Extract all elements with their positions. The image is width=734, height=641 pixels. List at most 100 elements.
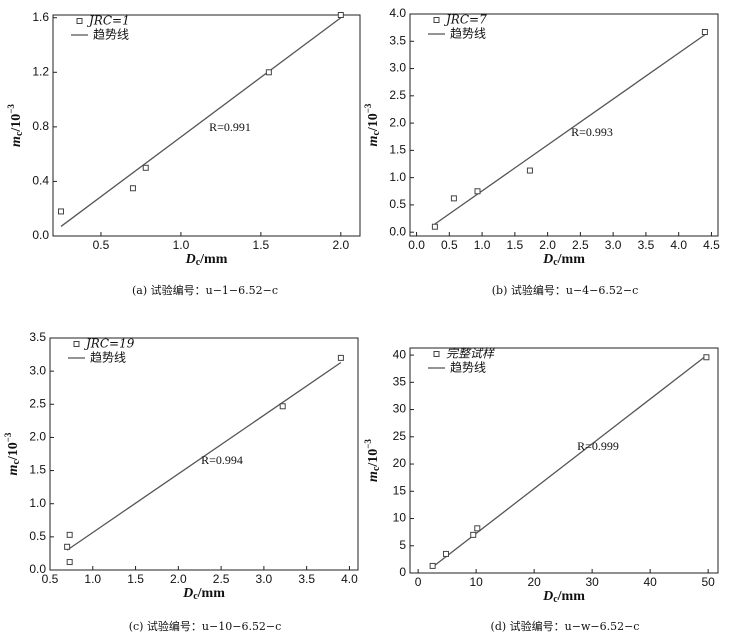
y-tick-label: 1.5	[389, 143, 406, 157]
trend-line	[66, 361, 342, 551]
y-label-symbol: m	[9, 136, 24, 147]
x-tick-label: 4.5	[703, 238, 720, 252]
x-tick-label: 1.0	[474, 238, 491, 252]
y-tick-label: 20	[393, 456, 407, 470]
y-label-sup: −3	[363, 103, 373, 113]
data-point	[57, 208, 64, 215]
x-tick-label: 0.5	[42, 572, 59, 586]
annotation: R=0.991	[209, 120, 251, 134]
y-tick-label: 2.5	[389, 88, 406, 102]
x-tick-label: 3.5	[638, 238, 655, 252]
plot-frame	[52, 14, 361, 237]
y-tick-label: 25	[393, 429, 407, 443]
legend-marker	[73, 341, 80, 347]
y-label-sup: −3	[3, 432, 13, 442]
y-tick-label: 1.2	[32, 64, 49, 78]
caption: (d) 试验编号：u−w−6.52−c	[491, 619, 640, 633]
x-tick-label: 30	[585, 575, 599, 589]
x-label-symbol: D	[185, 252, 196, 267]
x-tick-label: 2.0	[332, 238, 349, 252]
data-point	[429, 562, 436, 569]
y-axis-label: mc/10−3	[363, 439, 382, 482]
x-axis-label: Dc/mm	[542, 589, 585, 605]
x-axis-label: Dc/mm	[182, 586, 225, 602]
x-tick-label: 1.0	[173, 238, 190, 252]
y-tick-label: 2.0	[29, 430, 46, 444]
x-axis-label: Dc/mm	[542, 252, 585, 268]
y-tick-label: 35	[393, 374, 407, 388]
x-tick-label: 1.5	[253, 238, 270, 252]
x-tick-label: 2.0	[539, 238, 556, 252]
x-tick-label: 0.5	[93, 238, 110, 252]
legend-label: JRC=19	[83, 337, 135, 351]
data-point	[279, 403, 286, 410]
x-tick-label: 1.0	[84, 572, 101, 586]
x-label-sub: c	[196, 257, 201, 268]
trend-line	[60, 17, 342, 227]
trend-line	[432, 355, 707, 568]
x-label-symbol: D	[182, 586, 193, 601]
x-label-sub: c	[553, 594, 558, 605]
y-tick-label: 0.5	[29, 529, 46, 543]
caption: (b) 试验编号：u−4−6.52−c	[492, 283, 639, 297]
legend-label: 趋势线	[90, 351, 126, 365]
data-point	[337, 354, 344, 361]
x-axis-label: Dc/mm	[185, 252, 228, 268]
y-tick-label: 40	[393, 347, 407, 361]
legend-label: JRC=7	[443, 13, 487, 27]
y-tick-label: 1.0	[389, 170, 406, 184]
y-tick-label: 1.6	[32, 10, 49, 24]
y-label-sub: c	[11, 460, 22, 465]
y-tick-label: 0.0	[29, 562, 46, 576]
y-tick-label: 0.5	[389, 197, 406, 211]
y-tick-label: 3.0	[29, 363, 46, 377]
plot-frame	[409, 347, 719, 574]
y-tick-label: 2.0	[389, 115, 406, 129]
data-point	[142, 164, 149, 171]
data-point	[337, 12, 344, 18]
x-tick-label: 4.0	[341, 572, 358, 586]
y-tick-label: 15	[393, 483, 407, 497]
y-tick-label: 10	[393, 511, 407, 525]
legend-label: 趋势线	[450, 361, 486, 375]
x-tick-label: 0.5	[441, 238, 458, 252]
x-tick-label: 3.0	[256, 572, 273, 586]
data-point	[703, 354, 710, 361]
legend-label: 趋势线	[93, 28, 129, 42]
y-tick-label: 30	[393, 402, 407, 416]
y-tick-label: 0	[399, 565, 406, 579]
x-tick-label: 10	[469, 575, 483, 589]
legend-marker	[433, 351, 440, 357]
legend-label: JRC=1	[86, 14, 130, 28]
data-point	[474, 525, 481, 532]
y-tick-label: 3.5	[29, 330, 46, 344]
legend-marker	[76, 18, 83, 24]
x-tick-label: 0.0	[408, 238, 425, 252]
y-label-sub: c	[371, 466, 382, 471]
legend-marker	[433, 17, 440, 23]
y-tick-label: 1.5	[29, 463, 46, 477]
y-tick-label: 5	[399, 538, 406, 552]
x-tick-label: 2.5	[213, 572, 230, 586]
data-point	[450, 195, 457, 202]
data-point	[66, 531, 73, 538]
y-label-unit: /10	[9, 114, 24, 133]
data-point	[526, 167, 533, 174]
annotation: R=0.999	[577, 439, 619, 453]
data-point	[66, 559, 73, 566]
legend-label: 完整试样	[446, 347, 496, 361]
y-tick-label: 2.5	[29, 396, 46, 410]
y-tick-label: 0.0	[32, 228, 49, 242]
x-tick-label: 2.5	[572, 238, 589, 252]
data-point	[701, 29, 708, 35]
x-tick-label: 0	[415, 575, 422, 589]
x-label-unit: /mm	[199, 252, 228, 267]
x-tick-label: 4.0	[670, 238, 687, 252]
x-tick-label: 2.0	[170, 572, 187, 586]
y-label-sub: c	[371, 131, 382, 136]
x-tick-label: 3.5	[298, 572, 315, 586]
x-tick-label: 3.0	[605, 238, 622, 252]
caption: (a) 试验编号：u−1−6.52−c	[132, 283, 278, 297]
x-label-symbol: D	[542, 589, 553, 604]
y-tick-label: 3.5	[389, 33, 406, 47]
